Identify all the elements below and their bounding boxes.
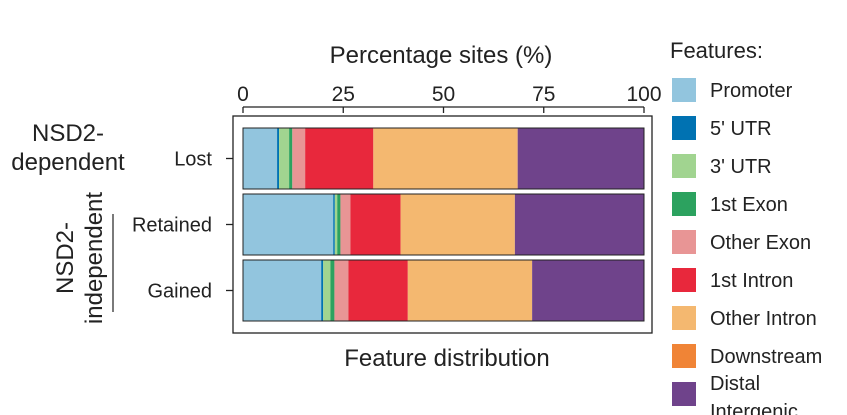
legend-title: Features: bbox=[670, 38, 763, 63]
legend-swatch bbox=[672, 344, 696, 368]
x-tick-label: 75 bbox=[532, 83, 555, 106]
bar-segment bbox=[532, 260, 644, 321]
bar-outline bbox=[242, 259, 645, 322]
bar-gained bbox=[242, 259, 645, 322]
legend-swatch bbox=[672, 154, 696, 178]
legend-swatch bbox=[672, 306, 696, 330]
legend-swatch bbox=[672, 268, 696, 292]
bar-segment bbox=[514, 194, 644, 255]
x-axis-ticks: 0 25 50 75 100 bbox=[237, 83, 662, 113]
legend-item: Promoter bbox=[672, 78, 793, 102]
legend-label: Other Intron bbox=[710, 308, 817, 330]
bar-segment bbox=[243, 194, 334, 255]
bar-segment bbox=[348, 260, 408, 321]
group-label-independent: NSD2-independent bbox=[52, 192, 108, 324]
legend-item: 5' UTR bbox=[672, 116, 772, 140]
legend-swatch bbox=[672, 382, 696, 406]
chart-title: Percentage sites (%) bbox=[330, 42, 553, 69]
bar-segment bbox=[321, 260, 324, 321]
x-tick-label: 50 bbox=[432, 83, 455, 106]
category-label: Retained bbox=[132, 215, 212, 237]
legend-label: Other Exon bbox=[710, 232, 811, 254]
category-labels: Lost Retained Gained bbox=[132, 149, 233, 303]
x-axis-label: Feature distribution bbox=[344, 345, 549, 372]
legend-item: 1st Intron bbox=[672, 268, 793, 292]
bar-segment bbox=[517, 128, 644, 189]
bar-segment bbox=[323, 260, 331, 321]
bar-segment bbox=[407, 260, 533, 321]
group-labels: NSD2-dependent NSD2-independent bbox=[11, 120, 125, 324]
legend-label: 1st Intron bbox=[710, 270, 793, 292]
legend-swatch bbox=[672, 230, 696, 254]
bar-segment bbox=[340, 194, 351, 255]
bar-segment bbox=[350, 194, 401, 255]
bar-segment bbox=[289, 128, 293, 189]
legend-swatch bbox=[672, 192, 696, 216]
legend-label: Promoter bbox=[710, 80, 793, 102]
legend-item: Other Exon bbox=[672, 230, 811, 254]
x-tick-label: 0 bbox=[237, 83, 249, 106]
stacked-bars bbox=[242, 127, 645, 322]
bar-segment bbox=[305, 128, 374, 189]
group-label-dependent: NSD2-dependent bbox=[11, 120, 125, 176]
legend-item: Downstream bbox=[672, 344, 822, 368]
legend-item: Distal Intergenic bbox=[672, 373, 798, 415]
bar-segment bbox=[333, 194, 335, 255]
legend-label: 5' UTR bbox=[710, 118, 772, 140]
legend-label: 1st Exon bbox=[710, 194, 788, 216]
bar-segment bbox=[337, 194, 341, 255]
bar-segment bbox=[400, 194, 515, 255]
bar-segment bbox=[330, 260, 335, 321]
legend-label: Downstream bbox=[710, 346, 822, 368]
bar-segment bbox=[279, 128, 290, 189]
legend-swatch bbox=[672, 78, 696, 102]
bar-outline bbox=[242, 127, 645, 190]
x-tick-label: 100 bbox=[626, 83, 661, 106]
bar-segment bbox=[373, 128, 518, 189]
bar-segment bbox=[243, 260, 322, 321]
bar-retained bbox=[242, 193, 645, 256]
bar-segment bbox=[243, 128, 278, 189]
legend-swatch bbox=[672, 116, 696, 140]
legend: Promoter 5' UTR 3' UTR 1st Exon Other Exon 1s… bbox=[672, 78, 822, 415]
category-label: Lost bbox=[174, 149, 212, 171]
bar-segment bbox=[277, 128, 280, 189]
legend-item: 3' UTR bbox=[672, 154, 772, 178]
x-tick-label: 25 bbox=[332, 83, 355, 106]
legend-item: Other Intron bbox=[672, 306, 817, 330]
legend-label: Distal Intergenic bbox=[710, 373, 798, 415]
bar-segment bbox=[334, 260, 349, 321]
bar-segment bbox=[334, 194, 338, 255]
category-label: Gained bbox=[148, 281, 213, 303]
legend-item: 1st Exon bbox=[672, 192, 788, 216]
bar-segment bbox=[292, 128, 306, 189]
bar-lost bbox=[242, 127, 645, 190]
bar-outline bbox=[242, 193, 645, 256]
legend-label: 3' UTR bbox=[710, 156, 772, 178]
